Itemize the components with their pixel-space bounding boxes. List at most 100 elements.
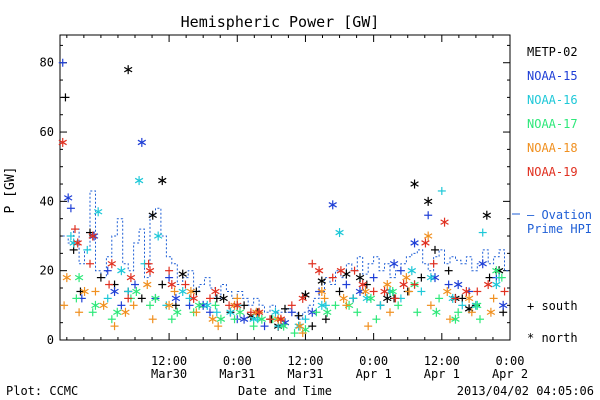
data-point-north <box>482 210 492 220</box>
data-point-north <box>335 228 344 238</box>
legend: METP-02 NOAA-15 NOAA-16 NOAA-17 NOAA-18 NOAA-… <box>512 45 592 345</box>
data-point-north <box>271 307 280 317</box>
data-point-north <box>88 231 97 241</box>
data-point-south <box>435 294 444 303</box>
data-point-north <box>361 286 370 296</box>
data-point-south <box>386 308 394 317</box>
data-point-north <box>171 293 181 303</box>
data-point-north <box>380 286 389 296</box>
data-point-south <box>192 287 201 296</box>
data-point-south <box>211 301 220 310</box>
data-point-south <box>458 294 467 303</box>
series-noaa-18 <box>60 231 498 338</box>
data-point-south <box>451 294 460 303</box>
y-tick-label: 80 <box>40 56 54 70</box>
data-point-south <box>376 301 385 310</box>
plot-area <box>59 34 511 341</box>
data-point-north <box>399 280 408 290</box>
data-point-south <box>124 287 133 296</box>
data-point-south <box>349 294 358 303</box>
data-point-north <box>358 280 367 290</box>
data-point-south <box>497 273 506 282</box>
data-point-south <box>146 301 154 310</box>
data-point-south <box>75 308 84 317</box>
data-point-south <box>58 58 67 67</box>
data-point-south <box>253 315 262 324</box>
data-point-north <box>421 238 430 248</box>
plot-border <box>59 34 511 341</box>
data-point-north <box>63 193 73 203</box>
data-point-south <box>458 301 467 310</box>
data-point-south <box>394 301 403 310</box>
data-point-south <box>103 266 112 275</box>
data-point-south <box>105 280 114 289</box>
data-point-south <box>72 294 81 303</box>
data-point-north <box>145 266 155 276</box>
data-point-north <box>219 293 228 303</box>
data-point-north <box>91 300 100 310</box>
data-point-north <box>89 231 99 241</box>
data-point-north <box>93 207 103 217</box>
data-point-south <box>308 259 317 268</box>
data-point-north <box>216 314 226 324</box>
data-point-north <box>464 293 474 303</box>
data-point-north <box>189 293 198 303</box>
data-point-north <box>410 238 419 248</box>
data-point-south <box>417 273 426 282</box>
data-point-south <box>249 322 258 331</box>
data-point-north <box>73 238 82 248</box>
data-point-north <box>178 269 187 279</box>
data-point-north <box>492 266 501 276</box>
data-point-south <box>96 273 105 282</box>
data-point-north <box>173 307 182 317</box>
data-point-south <box>369 273 378 282</box>
data-point-north <box>153 231 163 241</box>
legend-entry: METP-02 <box>527 45 578 59</box>
x-tick-label-time: 0:00 <box>359 354 388 368</box>
data-point-north <box>451 314 460 324</box>
data-point-south <box>131 280 139 289</box>
series-noaa-19 <box>58 137 509 324</box>
data-point-south <box>181 280 190 289</box>
data-point-south <box>454 308 463 317</box>
data-point-north <box>151 293 160 303</box>
legend-entry: NOAA-15 <box>527 69 578 83</box>
data-point-south <box>467 308 476 317</box>
data-point-south <box>144 259 153 268</box>
x-tick-label-date: Mar31 <box>287 367 323 381</box>
legend-model-line1: — Ovation <box>527 208 592 222</box>
legend-entry: NOAA-16 <box>527 93 578 107</box>
legend-marker-north: * north <box>527 331 578 345</box>
data-point-south <box>391 294 400 303</box>
data-point-south <box>167 315 176 324</box>
data-point-north <box>339 293 348 303</box>
legend-model-line2: Prime HPI <box>527 222 592 236</box>
legend-marker-south: + south <box>527 299 578 313</box>
data-point-north <box>257 314 267 324</box>
data-point-north <box>137 137 147 147</box>
data-point-north <box>483 280 493 290</box>
satellite-points <box>58 58 509 338</box>
data-point-north <box>389 259 399 269</box>
y-tick-label: 20 <box>40 264 54 278</box>
data-point-south <box>266 315 274 324</box>
data-point-south <box>426 301 435 310</box>
data-point-north <box>366 293 376 303</box>
data-point-north <box>178 286 187 296</box>
legend-entry: NOAA-18 <box>527 141 578 155</box>
data-point-north <box>143 280 152 290</box>
data-point-north <box>498 300 508 310</box>
data-point-north <box>80 286 89 296</box>
data-point-north <box>134 176 144 186</box>
data-point-north <box>317 300 327 310</box>
y-tick-label: 40 <box>40 194 54 208</box>
series-noaa-15 <box>58 58 508 331</box>
data-point-south <box>281 304 289 313</box>
data-point-south <box>158 280 167 289</box>
data-point-south <box>225 301 234 310</box>
data-point-north <box>123 65 133 75</box>
data-point-south <box>117 301 126 310</box>
data-point-south <box>417 287 426 296</box>
